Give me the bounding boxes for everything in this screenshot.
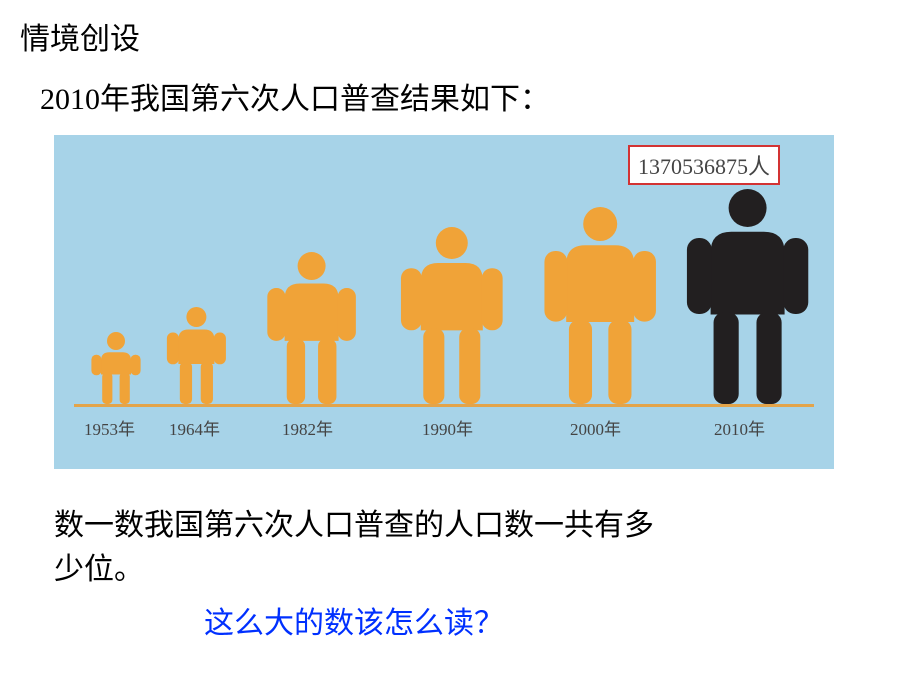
year-label: 1982年 <box>282 415 333 440</box>
person-figure <box>681 188 814 406</box>
year-label: 1990年 <box>422 415 473 440</box>
question-text: 这么大的数该怎么读？ <box>204 598 504 642</box>
bottom-line2: 少位。 <box>54 553 144 586</box>
population-chart: 1953年 1964年 1982年 1990年 2000年 2010年 1370536875… <box>54 135 834 469</box>
person-figure <box>89 331 143 406</box>
person-figure <box>164 306 229 406</box>
bottom-line1: 数一数我国第六次人口普查的人口数一共有多 <box>54 509 654 542</box>
bottom-text: 数一数我国第六次人口普查的人口数一共有多 少位。 <box>54 504 864 591</box>
year-label: 2010年 <box>714 415 765 440</box>
year-label: 1953年 <box>84 415 135 440</box>
heading: 情境创设 <box>20 14 140 58</box>
year-label: 1964年 <box>169 415 220 440</box>
subtitle: 2010年我国第六次人口普查结果如下： <box>40 74 550 118</box>
person-figure <box>539 206 661 406</box>
population-badge: 1370536875人 <box>628 145 780 185</box>
person-figure <box>396 226 508 406</box>
person-figure <box>263 251 360 406</box>
year-label: 2000年 <box>570 415 621 440</box>
